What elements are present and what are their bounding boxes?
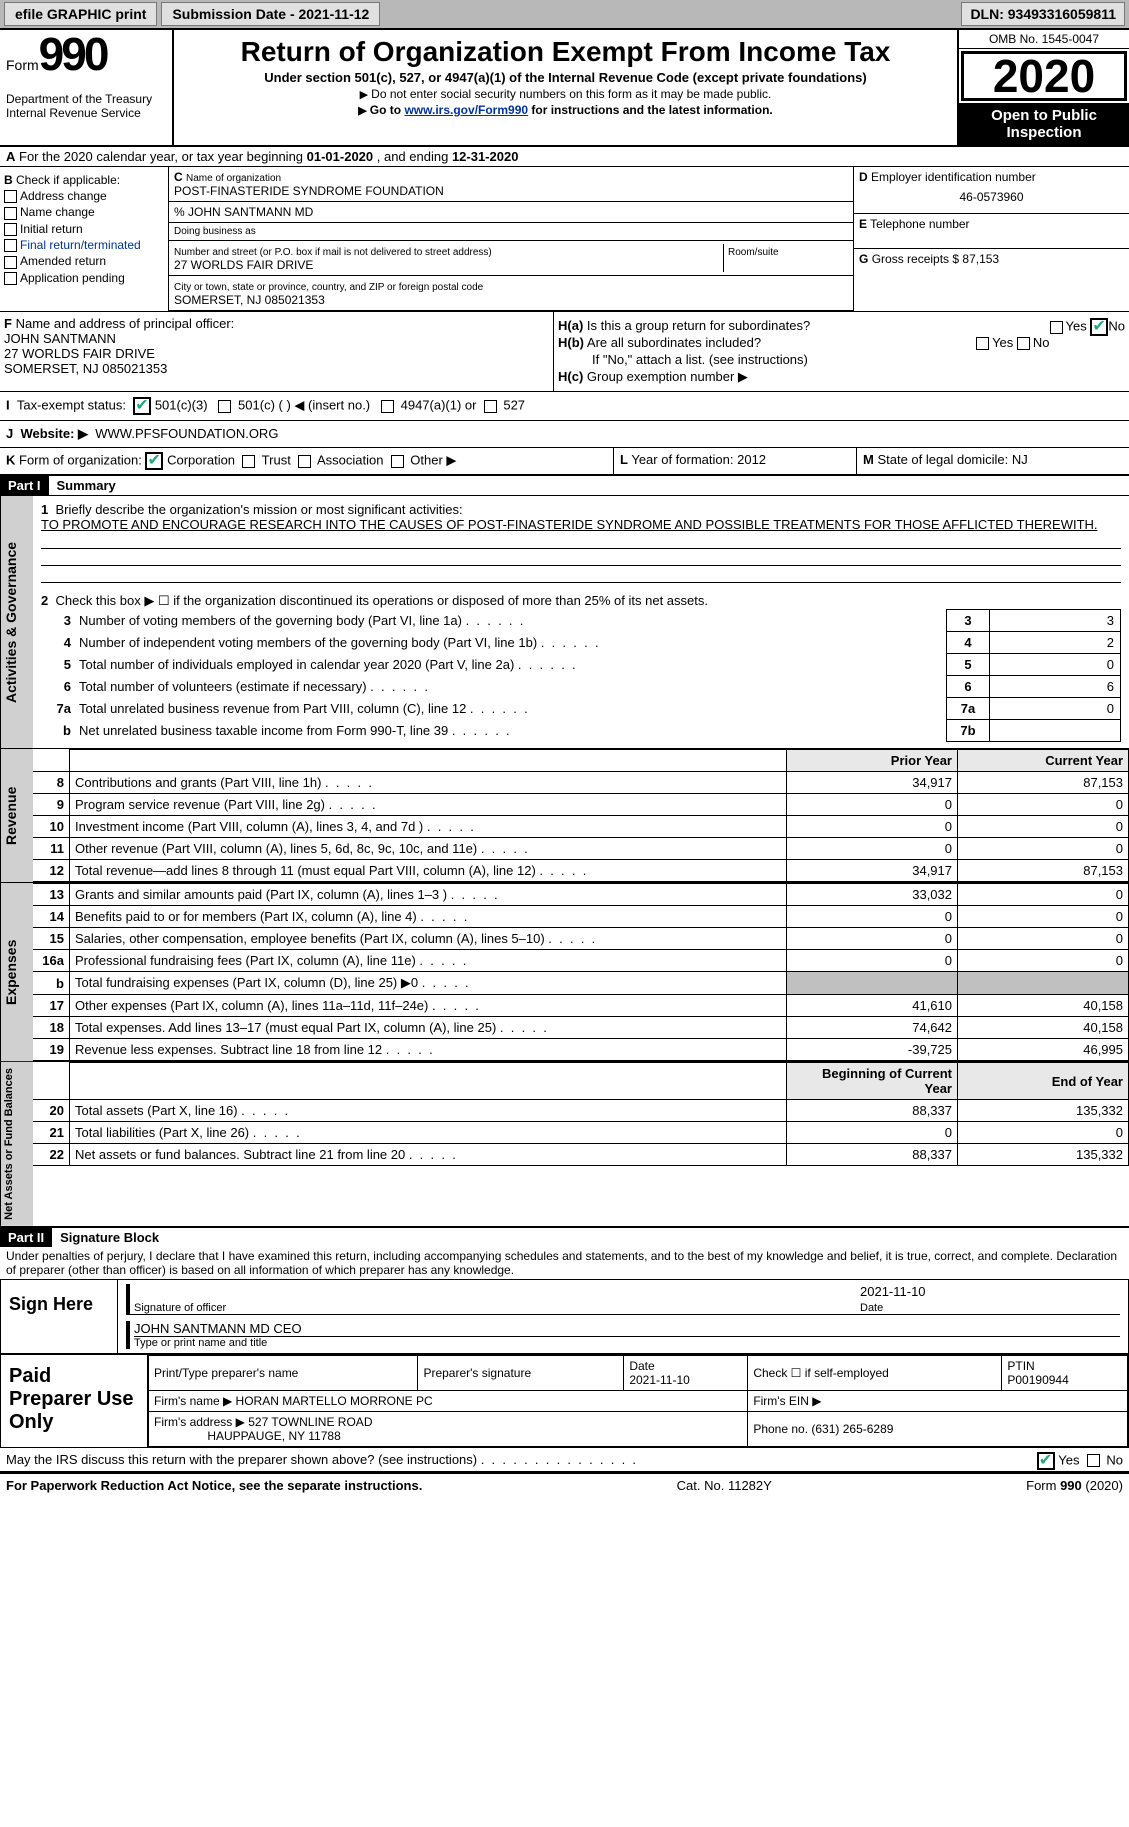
line-a: A For the 2020 calendar year, or tax yea… [0, 147, 1129, 167]
part-i-expenses: Expenses 13Grants and similar amounts pa… [0, 883, 1129, 1062]
signature-block: Sign Here Signature of officer 2021-11-1… [0, 1279, 1129, 1448]
part-ii-header: Part IISignature Block [0, 1228, 1129, 1247]
tax-year: 2020 [961, 51, 1127, 101]
discuss-line: May the IRS discuss this return with the… [0, 1448, 1129, 1473]
submission-date: Submission Date - 2021-11-12 [161, 2, 380, 26]
perjury-text: Under penalties of perjury, I declare th… [0, 1247, 1129, 1279]
line-j: J Website: ▶ WWW.PFSFOUNDATION.ORG [0, 421, 1129, 448]
irs-link[interactable]: www.irs.gov/Form990 [404, 103, 528, 117]
form-title: Return of Organization Exempt From Incom… [180, 36, 951, 68]
page-footer: For Paperwork Reduction Act Notice, see … [0, 1473, 1129, 1497]
part-i-revenue: Revenue Prior YearCurrent Year8Contribut… [0, 749, 1129, 883]
block-b-to-g: B Check if applicable: Address change Na… [0, 167, 1129, 312]
section-f-h: F Name and address of principal officer:… [0, 312, 1129, 392]
part-i-governance: Activities & Governance 1 Briefly descri… [0, 496, 1129, 749]
form-header: Form990 Department of the Treasury Inter… [0, 30, 1129, 147]
top-bar: efile GRAPHIC print Submission Date - 20… [0, 0, 1129, 30]
dln: DLN: 93493316059811 [961, 2, 1125, 26]
efile-print-button[interactable]: efile GRAPHIC print [4, 2, 157, 26]
line-i: I Tax-exempt status: 501(c)(3) 501(c) ( … [0, 392, 1129, 421]
part-i-net-assets: Net Assets or Fund Balances Beginning of… [0, 1062, 1129, 1228]
part-i-header-row: Part ISummary [0, 476, 1129, 496]
line-k-l-m: K Form of organization: Corporation Trus… [0, 448, 1129, 476]
